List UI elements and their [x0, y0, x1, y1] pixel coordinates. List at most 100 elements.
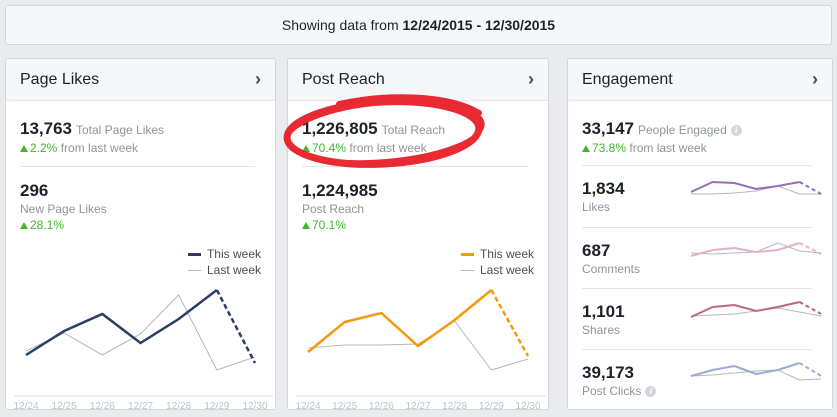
engagement-row-likes: 1,834 Likes: [582, 179, 625, 214]
change-suffix: from last week: [60, 141, 139, 155]
post-label: Post Reach: [302, 202, 365, 216]
chart-legend: This week Last week: [187, 246, 261, 278]
card-title: Engagement: [582, 70, 673, 88]
card-title: Page Likes: [20, 70, 100, 88]
legend-swatch: [187, 269, 201, 271]
new-label: New Page Likes: [20, 202, 107, 216]
series-this-week-line: [307, 289, 493, 353]
engagement-row-post-clicks: 39,173 Post Clicks i: [582, 363, 657, 398]
engagement-header[interactable]: Engagement ›: [568, 59, 832, 101]
divider: [582, 349, 812, 350]
series-last-week-line: [25, 294, 256, 371]
sparkline: [690, 301, 822, 318]
up-arrow-icon: [302, 145, 310, 152]
legend-label: Last week: [479, 263, 534, 277]
x-tick-label: 12/28: [442, 401, 467, 410]
total-value: 33,147: [582, 119, 634, 138]
change-value: 70.4%: [312, 141, 347, 155]
sparkline-this-week: [690, 362, 800, 377]
chevron-right-icon[interactable]: ›: [812, 69, 818, 89]
sparkline-last-week: [691, 185, 822, 195]
series-this-week-partial-segment: [215, 289, 257, 364]
x-tick-label: 12/28: [166, 401, 191, 410]
legend-last-week: Last week: [187, 262, 261, 278]
row-label: Shares: [582, 323, 621, 337]
date-range-value: 12/24/2015 - 12/30/2015: [402, 17, 556, 33]
post-reach-header[interactable]: Post Reach ›: [288, 59, 548, 101]
page-likes-chart: 12/24 12/25 12/26 12/27 12/28 12/29 12/30: [13, 289, 273, 410]
info-icon[interactable]: i: [645, 386, 657, 397]
post-value: 1,224,985: [302, 181, 378, 200]
divider: [582, 288, 812, 289]
legend-swatch: [460, 269, 474, 271]
row-label: Comments: [582, 262, 641, 276]
engagement-row-shares: 1,101 Shares: [582, 302, 625, 337]
date-range-banner: Showing data from 12/24/2015 - 12/30/201…: [5, 5, 832, 45]
sparkline-this-week-partial: [798, 362, 822, 377]
series-this-week-partial-segment: [490, 289, 530, 357]
sparkline-this-week: [690, 180, 800, 193]
sparkline-last-week: [690, 369, 822, 381]
up-arrow-icon: [302, 222, 310, 229]
change-suffix: from last week: [349, 141, 427, 155]
total-value: 1,226,805: [302, 119, 378, 138]
sparkline: [690, 362, 822, 381]
chevron-right-icon[interactable]: ›: [528, 69, 534, 89]
sparkline: [690, 180, 822, 195]
x-tick-label: 12/26: [369, 401, 394, 410]
up-arrow-icon: [20, 145, 28, 152]
total-reach: 1,226,805 Total Reach 70.4% from last wee…: [302, 119, 445, 155]
x-tick-label: 12/27: [405, 401, 430, 410]
up-arrow-icon: [582, 145, 590, 152]
total-label: Total Reach: [381, 123, 446, 137]
post-reach-card: Post Reach › 1,226,805 Total Reach 70.4% …: [287, 58, 549, 410]
new-value: 296: [20, 181, 49, 200]
legend-this-week: This week: [460, 246, 534, 262]
change-suffix: from last week: [629, 141, 707, 155]
row-value: 39,173: [582, 363, 634, 382]
total-label: People Engaged: [638, 123, 727, 137]
x-tick-label: 12/26: [90, 401, 115, 410]
row-label: Likes: [582, 200, 611, 214]
new-change: 28.1%: [30, 218, 65, 232]
post-reach-stat: 1,224,985 Post Reach 70.1%: [302, 181, 378, 232]
legend-last-week: Last week: [460, 262, 534, 278]
legend-label: This week: [206, 247, 261, 261]
engagement-card: Engagement › 33,147 People Engaged i 73.8%…: [567, 58, 833, 410]
divider: [302, 166, 528, 167]
series-this-week-line: [25, 289, 218, 357]
series-last-week-line: [307, 320, 529, 371]
x-tick-label: 12/30: [242, 401, 267, 410]
page-likes-card: Page Likes › 13,763 Total Page Likes 2.2%…: [5, 58, 276, 410]
legend-label: This week: [479, 247, 534, 261]
card-title: Post Reach: [302, 70, 385, 88]
x-tick-label: 12/30: [515, 401, 540, 410]
new-page-likes: 296 New Page Likes 28.1%: [20, 181, 107, 232]
total-page-likes: 13,763 Total Page Likes 2.2% from last we…: [20, 119, 164, 155]
sparkline: [690, 242, 822, 257]
row-value: 687: [582, 241, 611, 260]
divider: [20, 166, 255, 167]
date-range-prefix: Showing data from: [281, 17, 399, 33]
divider: [582, 227, 812, 228]
x-tick-label: 12/25: [332, 401, 357, 410]
x-tick-label: 12/24: [295, 401, 320, 410]
change-value: 2.2%: [30, 141, 58, 155]
total-label: Total Page Likes: [76, 123, 165, 137]
sparkline-this-week-partial: [799, 181, 822, 195]
page-likes-header[interactable]: Page Likes ›: [6, 59, 275, 101]
people-engaged: 33,147 People Engaged i 73.8% from last we…: [582, 119, 742, 155]
total-value: 13,763: [20, 119, 72, 138]
post-reach-chart: 12/24 12/25 12/26 12/27 12/28 12/29 12/30: [295, 289, 546, 410]
x-tick-label: 12/27: [128, 401, 153, 410]
up-arrow-icon: [20, 222, 28, 229]
legend-label: Last week: [206, 263, 261, 277]
info-icon[interactable]: i: [730, 125, 742, 136]
row-label: Post Clicks: [582, 384, 642, 398]
row-value: 1,101: [582, 302, 625, 321]
chart-legend: This week Last week: [460, 246, 534, 278]
chevron-right-icon[interactable]: ›: [255, 69, 261, 89]
x-tick-label: 12/29: [479, 401, 504, 410]
legend-this-week: This week: [187, 246, 261, 262]
change-value: 73.8%: [592, 141, 627, 155]
